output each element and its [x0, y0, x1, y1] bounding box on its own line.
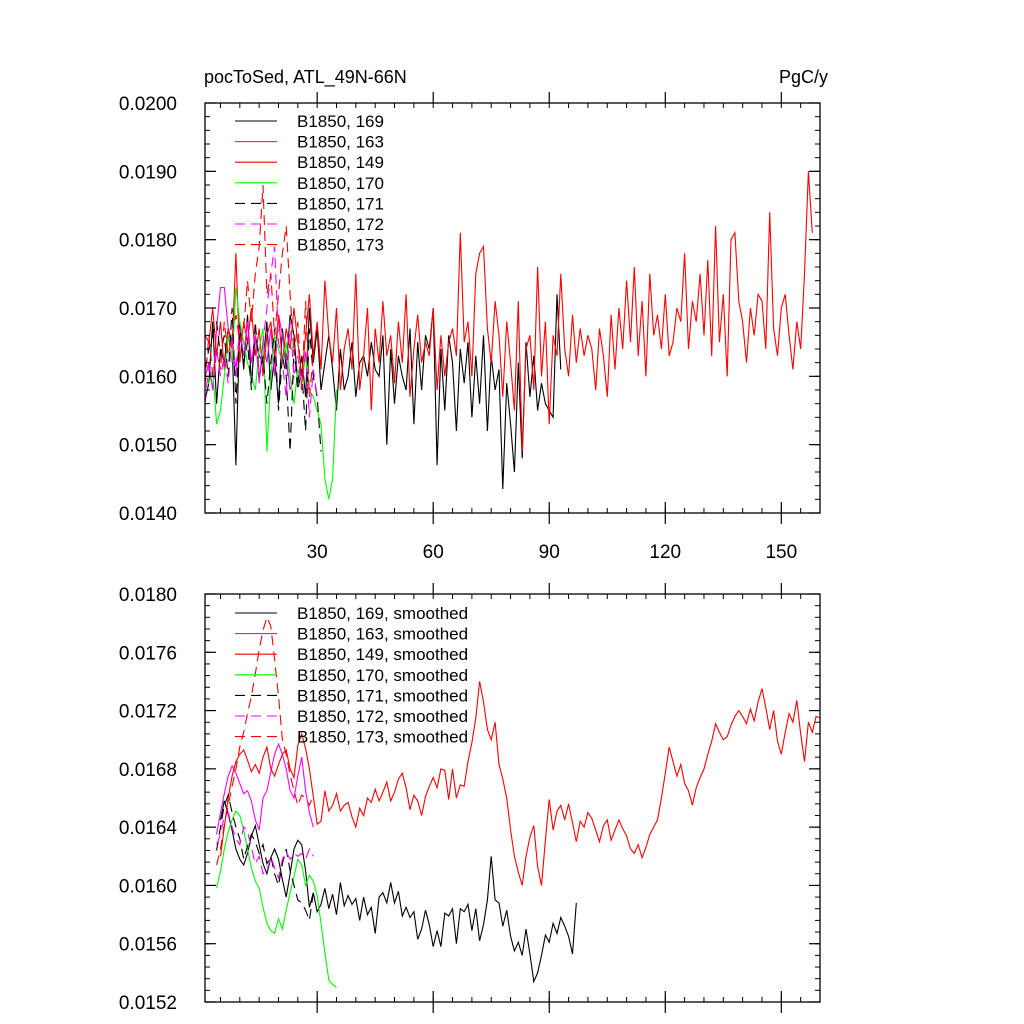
plot-area	[205, 171, 813, 500]
legend-label: B1850, 149, smoothed	[297, 645, 468, 664]
y-tick-label: 0.0168	[119, 760, 177, 781]
series-line	[216, 742, 314, 835]
legend-label: B1850, 172, smoothed	[297, 707, 468, 726]
y-tick-label: 0.0156	[119, 935, 177, 956]
series-line	[205, 307, 322, 452]
plot-area	[216, 615, 820, 988]
chart-title: pocToSed, ATL_49N-66N	[204, 67, 407, 88]
series-line	[205, 184, 314, 397]
plot-frame	[204, 593, 821, 1003]
legend-label: B1850, 173	[297, 236, 384, 255]
y-tick-label: 0.0164	[119, 818, 178, 839]
series-line	[219, 800, 577, 984]
series-line	[205, 171, 813, 452]
x-tick-label: 30	[307, 542, 328, 563]
y-tick-label: 0.0170	[119, 299, 177, 320]
series-line	[205, 294, 562, 490]
legend-label: B1850, 169, smoothed	[297, 604, 468, 623]
series-line	[216, 811, 314, 881]
legend-label: B1850, 170	[297, 174, 384, 193]
legend-label: B1850, 172	[297, 215, 384, 234]
y-tick-label: 0.0190	[119, 162, 177, 183]
y-tick-label: 0.0180	[119, 231, 177, 252]
y-tick-label: 0.0200	[119, 94, 177, 115]
legend-label: B1850, 163, smoothed	[297, 625, 468, 644]
series-line	[216, 810, 337, 988]
series-line	[216, 793, 314, 921]
y-tick-label: 0.0172	[119, 702, 177, 723]
series-line	[216, 615, 314, 866]
bottom-panel: 0.0152 0.0156 0.0160 0.0164 0.0168 0.0172 0.01…	[119, 583, 821, 1014]
legend-label: B1850, 170, smoothed	[297, 666, 468, 685]
x-tick-label: 150	[765, 542, 797, 563]
series-line	[205, 246, 318, 418]
top-panel: 0.0140 0.0150 0.0160 0.0170 0.0180 0.0190 0.02…	[119, 92, 821, 563]
y-tick-label: 0.0150	[119, 436, 177, 457]
x-tick-label: 60	[423, 542, 444, 563]
series-line	[219, 681, 820, 886]
y-tick-label: 0.0140	[119, 504, 177, 525]
legend-label: B1850, 171, smoothed	[297, 686, 468, 705]
y-tick-label: 0.0176	[119, 643, 177, 664]
x-tick-label: 90	[539, 542, 560, 563]
y-tick-label: 0.0160	[119, 367, 177, 388]
units-label: PgC/y	[779, 67, 828, 87]
y-tick-label: 0.0180	[119, 585, 177, 606]
legend-label: B1850, 149	[297, 153, 384, 172]
legend: B1850, 169, smoothed B1850, 163, smoothed…	[235, 604, 468, 747]
y-tick-label: 0.0160	[119, 876, 177, 897]
legend-label: B1850, 171	[297, 194, 384, 213]
y-tick-label: 0.0152	[119, 993, 177, 1014]
x-tick-label: 120	[649, 542, 681, 563]
legend-label: B1850, 169	[297, 112, 384, 131]
legend-label: B1850, 163	[297, 133, 384, 152]
legend-label: B1850, 173, smoothed	[297, 728, 468, 747]
